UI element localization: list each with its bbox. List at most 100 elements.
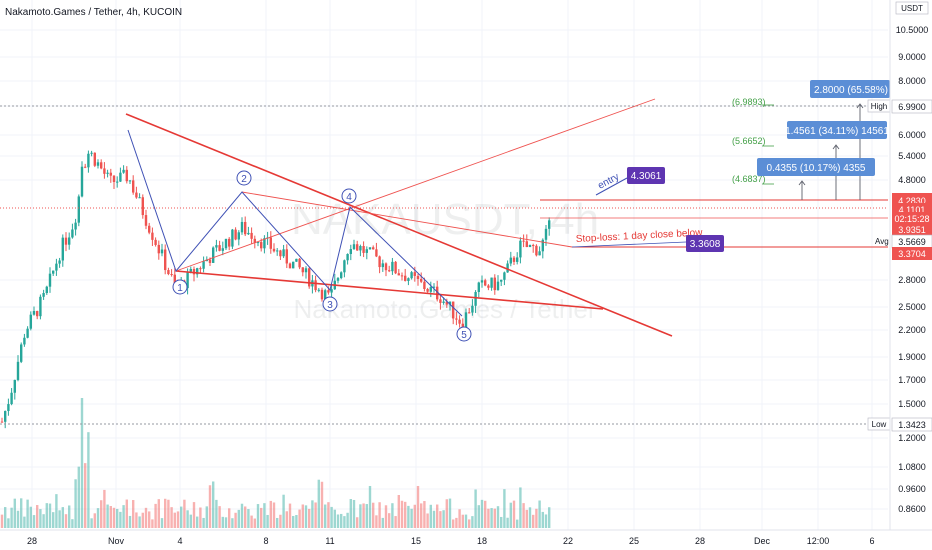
low-label: Low xyxy=(872,420,887,429)
volume-bar xyxy=(292,515,295,528)
candle-body xyxy=(10,392,13,405)
candle-body xyxy=(301,267,304,273)
wave-label-1: 1 xyxy=(172,279,188,295)
candle-body xyxy=(48,273,52,287)
volume-bar xyxy=(205,506,208,528)
volume-bar xyxy=(58,510,61,528)
candle-body xyxy=(394,261,397,274)
price-axis-bg xyxy=(890,0,932,550)
price-tick-label: 4.8000 xyxy=(898,175,926,185)
volume-bar xyxy=(228,508,231,528)
volume-bar xyxy=(192,502,196,528)
volume-bar xyxy=(77,466,80,528)
candle-body xyxy=(410,272,413,279)
volume-bar xyxy=(122,505,125,528)
volume-bar xyxy=(269,500,272,528)
volume-bar xyxy=(32,515,36,528)
target-arrow-3-head xyxy=(856,103,864,109)
wave-label-2: 2 xyxy=(236,170,252,186)
candle-body xyxy=(407,278,410,281)
price-tick-label: 1.5000 xyxy=(898,399,926,409)
volume-bar xyxy=(500,516,503,528)
candle-body xyxy=(368,247,372,250)
candle-body xyxy=(269,237,272,249)
time-tick-label: 4 xyxy=(177,536,182,546)
volume-bar xyxy=(381,517,384,528)
volume-bar xyxy=(378,502,381,528)
candle-body xyxy=(90,152,93,154)
candle-body xyxy=(228,238,231,247)
candle-body xyxy=(32,311,36,315)
volume-bar xyxy=(285,511,288,528)
candle-body xyxy=(503,272,506,280)
volume-bar xyxy=(301,504,304,528)
volume-bar xyxy=(74,479,77,528)
target-arrow-1-head xyxy=(798,180,806,186)
time-axis[interactable]: 28 Nov 4 8 11 15 18 22 25 28 Dec 12:00 6 xyxy=(27,536,875,546)
candle-body xyxy=(487,285,490,288)
time-tick-label: 25 xyxy=(629,536,639,546)
candle-body xyxy=(151,232,154,240)
volume-bar xyxy=(144,507,148,528)
volume-bar xyxy=(36,505,39,528)
candle-body xyxy=(39,296,42,317)
candle-body xyxy=(55,263,58,271)
volume-bar xyxy=(266,514,269,528)
candle-body xyxy=(295,258,298,262)
volume-bar xyxy=(93,513,96,528)
candle-body xyxy=(215,245,218,248)
volume-bar xyxy=(189,514,192,528)
price-tick-label: 2.8000 xyxy=(898,275,926,285)
candle-body xyxy=(404,275,407,281)
volume-bar xyxy=(221,516,224,528)
volume-bar xyxy=(352,499,356,528)
volume-bar xyxy=(532,514,535,528)
time-tick-label: 12:00 xyxy=(807,536,830,546)
volume-bar xyxy=(522,503,525,528)
price-tag-b: 3.9351 xyxy=(892,223,932,236)
volume-bar xyxy=(416,485,420,528)
volume-bar xyxy=(276,517,279,528)
time-tick-label: Dec xyxy=(754,536,771,546)
volume-bar xyxy=(106,504,109,528)
candle-body xyxy=(359,246,362,251)
candle-body xyxy=(372,247,375,250)
volume-bar xyxy=(400,500,404,528)
volume-bar xyxy=(413,504,416,528)
volume-bar xyxy=(48,503,52,528)
volume-bar xyxy=(29,506,32,528)
candle-body xyxy=(196,268,199,275)
volume-bar xyxy=(458,509,461,528)
candle-body xyxy=(378,256,381,268)
price-axis[interactable]: 10.50009.00008.00007.00006.00005.40004.8… xyxy=(896,25,929,514)
price-tick-label: 8.0000 xyxy=(898,76,926,86)
volume-bar xyxy=(452,519,455,528)
candle-body xyxy=(292,261,295,269)
price-tick-label: 10.5000 xyxy=(896,25,929,35)
candle-body xyxy=(167,270,170,275)
candle-body xyxy=(135,192,138,198)
volume-bar xyxy=(45,503,48,528)
candle-body xyxy=(532,245,535,247)
volume-bar xyxy=(100,500,103,528)
candle-body xyxy=(516,257,519,262)
candle-body xyxy=(192,268,196,275)
candle-body xyxy=(173,274,176,284)
volume-bar xyxy=(423,501,426,528)
low-price-tag-text: 1.3423 xyxy=(898,420,926,430)
volume-bar xyxy=(141,512,144,528)
volume-bar xyxy=(490,508,493,528)
wave-label-4: 4 xyxy=(341,188,357,204)
volume-bar xyxy=(480,499,484,528)
volume-bar xyxy=(506,517,509,528)
channel-lines xyxy=(175,98,656,272)
candle-body xyxy=(186,271,189,289)
candle-body xyxy=(170,274,173,276)
candle-body xyxy=(474,292,477,306)
stop-price-axis-tag-text: 3.3704 xyxy=(898,249,926,259)
volume-bar xyxy=(519,487,522,528)
candle-body xyxy=(509,257,512,264)
volume-bar xyxy=(160,518,164,528)
wedge-lower-line xyxy=(175,270,604,310)
